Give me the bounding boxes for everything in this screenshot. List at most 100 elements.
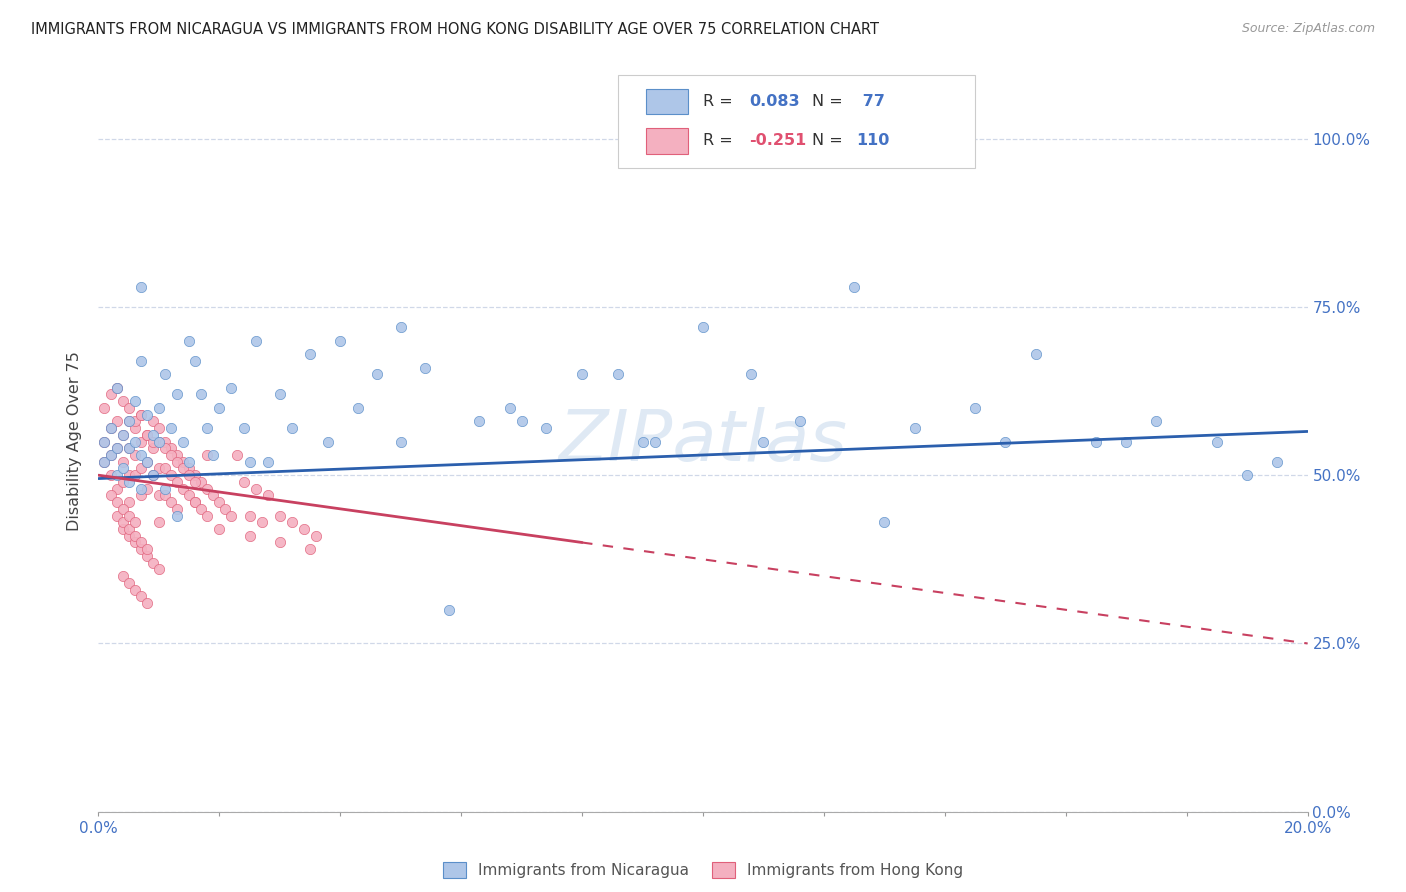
Point [153, 461, 176, 475]
Point [160, 495, 183, 509]
Text: N =: N = [811, 134, 848, 148]
Point [239, 455, 262, 469]
Point [100, 488, 122, 502]
Point [510, 414, 533, 428]
Point [129, 535, 152, 549]
Text: 0.083: 0.083 [749, 95, 800, 109]
Point [347, 401, 370, 415]
Point [124, 529, 146, 543]
Point [129, 590, 152, 604]
Point [129, 542, 152, 557]
Point [413, 360, 436, 375]
Point [118, 575, 141, 590]
Point [329, 334, 352, 348]
Point [166, 501, 188, 516]
Point [100, 468, 122, 483]
Point [172, 461, 194, 475]
Point [111, 516, 134, 530]
Point [124, 414, 146, 428]
Point [111, 475, 134, 489]
Point [105, 442, 128, 456]
Point [232, 421, 254, 435]
Point [124, 448, 146, 462]
Point [208, 401, 231, 415]
Point [366, 368, 388, 382]
Point [153, 442, 176, 456]
Point [256, 488, 278, 502]
Point [305, 529, 328, 543]
Point [148, 488, 170, 502]
Y-axis label: Disability Age Over 75: Disability Age Over 75 [67, 351, 83, 532]
Point [105, 381, 128, 395]
Point [135, 542, 157, 557]
Point [148, 434, 170, 449]
Point [135, 455, 157, 469]
Point [160, 448, 183, 462]
Point [142, 468, 165, 483]
Point [644, 434, 666, 449]
Point [281, 421, 304, 435]
Point [1085, 434, 1108, 449]
Point [239, 529, 262, 543]
Point [208, 522, 231, 536]
Point [135, 408, 157, 422]
Point [93, 434, 115, 449]
Point [179, 461, 201, 475]
Point [100, 421, 122, 435]
Point [172, 455, 194, 469]
Point [994, 434, 1017, 449]
Point [1115, 434, 1137, 449]
Point [111, 427, 134, 442]
Point [179, 455, 201, 469]
Point [281, 516, 304, 530]
FancyBboxPatch shape [619, 75, 976, 168]
Point [214, 501, 236, 516]
Point [250, 516, 273, 530]
Point [124, 434, 146, 449]
Point [190, 501, 212, 516]
Text: Source: ZipAtlas.com: Source: ZipAtlas.com [1241, 22, 1375, 36]
Point [221, 381, 243, 395]
Point [135, 482, 157, 496]
Point [437, 603, 460, 617]
Text: -0.251: -0.251 [749, 134, 806, 148]
Point [148, 562, 170, 576]
Point [256, 455, 278, 469]
Point [129, 482, 152, 496]
Point [142, 468, 165, 483]
Point [142, 442, 165, 456]
Point [124, 516, 146, 530]
Point [148, 461, 170, 475]
Text: N =: N = [811, 95, 848, 109]
Point [124, 535, 146, 549]
Point [100, 387, 122, 401]
Point [148, 421, 170, 435]
Point [118, 401, 141, 415]
Text: 110: 110 [856, 134, 890, 148]
Point [232, 475, 254, 489]
Point [789, 414, 811, 428]
Point [118, 529, 141, 543]
Point [105, 414, 128, 428]
Point [111, 501, 134, 516]
Point [965, 401, 987, 415]
Point [202, 488, 225, 502]
Text: IMMIGRANTS FROM NICARAGUA VS IMMIGRANTS FROM HONG KONG DISABILITY AGE OVER 75 CO: IMMIGRANTS FROM NICARAGUA VS IMMIGRANTS … [31, 22, 879, 37]
Point [904, 421, 927, 435]
Point [190, 475, 212, 489]
Point [105, 468, 128, 483]
Point [160, 468, 183, 483]
Point [142, 556, 165, 570]
Point [118, 475, 141, 489]
Point [166, 455, 188, 469]
Point [118, 508, 141, 523]
Point [142, 434, 165, 449]
Point [389, 434, 412, 449]
Point [111, 394, 134, 409]
Point [153, 368, 176, 382]
Point [100, 421, 122, 435]
Point [118, 442, 141, 456]
Point [692, 320, 714, 334]
Point [195, 448, 218, 462]
Point [135, 549, 157, 563]
